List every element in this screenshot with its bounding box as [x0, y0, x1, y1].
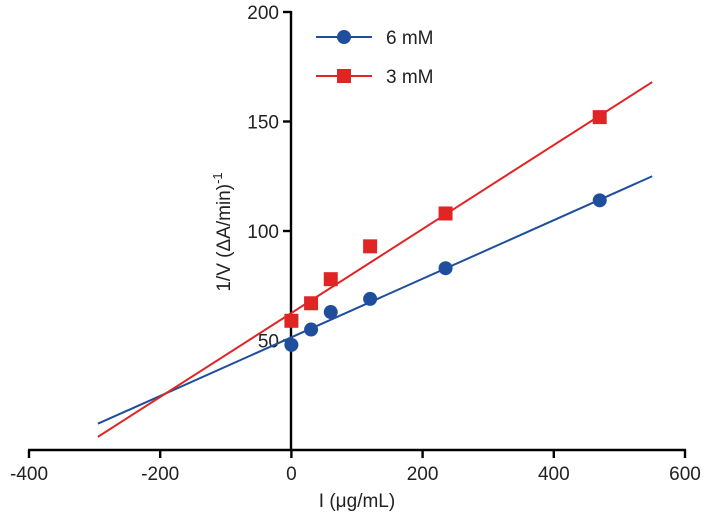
legend: 6 mM 3 mM [316, 28, 434, 88]
y-tick-label: 50 [258, 332, 279, 353]
axes: -400 -200 0 200 400 600 50 100 150 200 [10, 3, 701, 485]
y-tick-label: 150 [247, 113, 279, 134]
x-tick-label: -400 [10, 464, 48, 485]
x-axis-title: I (μg/mL) [319, 491, 395, 512]
fit-line-series-2 [97, 81, 653, 438]
data-point-square [363, 239, 378, 254]
legend-label: 6 mM [386, 28, 434, 49]
legend-marker-square [337, 69, 351, 83]
data-point-circle [592, 193, 607, 208]
data-point-circle [438, 261, 453, 276]
data-point-circle [363, 291, 378, 306]
y-ticks: 50 100 150 200 [247, 3, 291, 353]
legend-label: 3 mM [386, 67, 434, 88]
y-axis-title-superscript: -1 [210, 172, 225, 184]
data-points [284, 110, 607, 352]
y-tick-label: 100 [247, 222, 279, 243]
y-axis-title-main: 1/V (ΔA/min) [214, 184, 235, 292]
x-tick-label: 200 [407, 464, 439, 485]
y-tick-label: 200 [247, 3, 279, 24]
data-point-square [592, 110, 607, 125]
data-point-square [323, 272, 338, 287]
legend-marker-circle [337, 30, 351, 44]
data-point-square [284, 313, 299, 328]
x-tick-label: -200 [141, 464, 179, 485]
data-point-square [304, 296, 319, 311]
y-axis-title: 1/V (ΔA/min)-1 [210, 172, 235, 291]
data-point-circle [304, 322, 319, 337]
data-point-square [438, 206, 453, 221]
x-tick-label: 400 [538, 464, 570, 485]
data-point-circle [323, 305, 338, 320]
x-ticks: -400 -200 0 200 400 600 [10, 450, 701, 485]
x-tick-label: 0 [286, 464, 297, 485]
data-point-circle [284, 337, 299, 352]
x-tick-label: 600 [669, 464, 701, 485]
fit-lines [97, 81, 653, 438]
